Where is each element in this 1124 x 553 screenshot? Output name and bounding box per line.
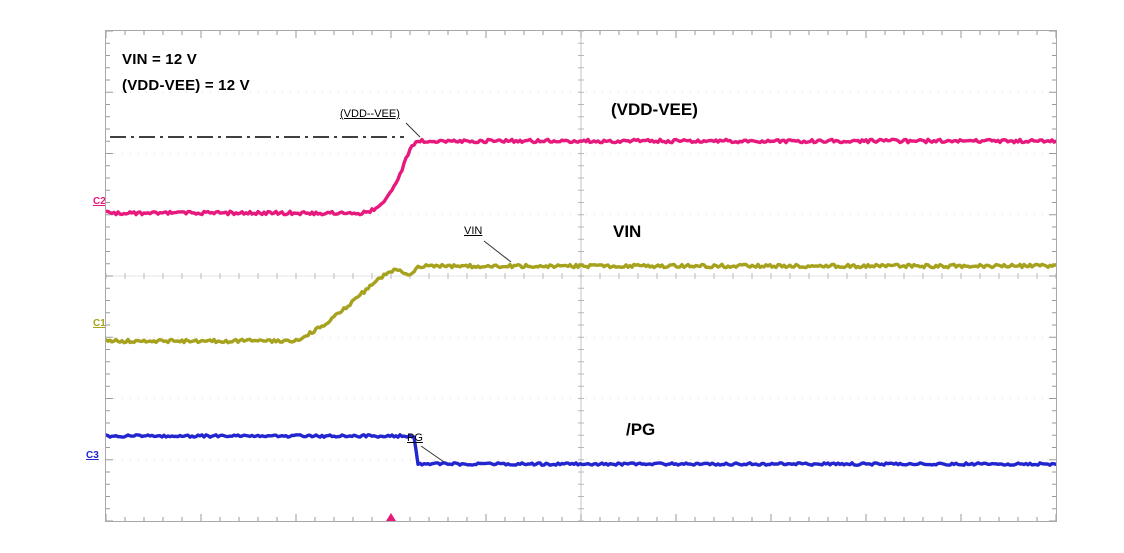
channel-marker-c2: C2	[93, 196, 106, 207]
test-conditions: VIN = 12 V (VDD-VEE) = 12 V	[122, 47, 250, 99]
scope-graticule: VIN = 12 V (VDD-VEE) = 12 V (VDD--VEE) V…	[105, 30, 1057, 522]
waveform-traces	[106, 137, 1056, 467]
graticule-grid	[106, 31, 1056, 521]
trigger-marker	[386, 513, 396, 521]
callout-leader-lines	[405, 122, 512, 463]
channel-marker-c3: C3	[86, 450, 99, 461]
trace-c3	[106, 433, 1056, 467]
vin-callout-label: VIN	[464, 225, 483, 237]
trace-c2	[106, 137, 1056, 217]
test-condition-vddvee: (VDD-VEE) = 12 V	[122, 77, 250, 94]
test-condition-vin: VIN = 12 V	[122, 51, 197, 68]
channel-marker-c1: C1	[93, 318, 106, 329]
vin-trace-label: VIN	[613, 222, 642, 241]
waveform-canvas	[106, 31, 1056, 521]
pg-trace-label: /PG	[626, 420, 656, 439]
pg-callout-label: PG	[407, 432, 423, 444]
vddvee-trace-label: (VDD-VEE)	[611, 100, 698, 119]
trace-c1	[106, 262, 1056, 345]
vddvee-callout-label: (VDD--VEE)	[340, 108, 400, 120]
